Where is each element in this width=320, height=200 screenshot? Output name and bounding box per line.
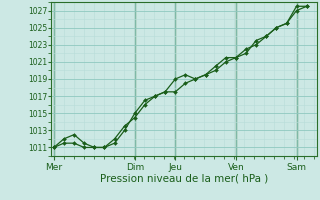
X-axis label: Pression niveau de la mer( hPa ): Pression niveau de la mer( hPa ) xyxy=(100,173,268,183)
